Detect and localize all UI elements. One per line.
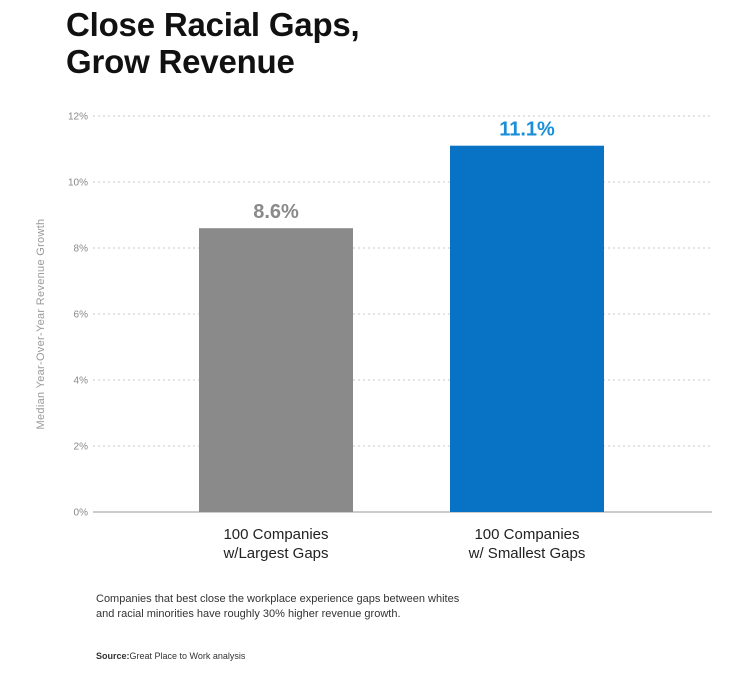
- data-label: 8.6%: [253, 201, 299, 223]
- data-label: 11.1%: [499, 119, 555, 141]
- chart-title-line-1: Close Racial Gaps,: [66, 6, 360, 43]
- chart-title: Close Racial Gaps, Grow Revenue: [66, 6, 360, 80]
- y-tick-label: 0%: [74, 508, 89, 519]
- y-tick-label: 4%: [74, 376, 89, 387]
- bar-chart: 0% 2% 4% 6% 8% 10% 12% Median Year-Over-Year Re…: [35, 112, 712, 562]
- y-tick-label: 8%: [74, 244, 89, 255]
- y-tick-label: 2%: [74, 442, 89, 453]
- y-tick-label: 10%: [68, 178, 88, 189]
- category-label: 100 Companies: [474, 526, 579, 543]
- source-note: Source:Great Place to Work analysis: [96, 651, 245, 661]
- y-tick-label: 6%: [74, 310, 89, 321]
- bar: [199, 228, 353, 512]
- source-label: Source:: [96, 651, 130, 661]
- chart-title-line-2: Grow Revenue: [66, 43, 295, 80]
- source-text: Great Place to Work analysis: [129, 651, 246, 661]
- caption-line-2: and racial minorities have roughly 30% h…: [96, 608, 401, 620]
- category-label: 100 Companies: [223, 526, 328, 543]
- caption-line-1: Companies that best close the workplace …: [96, 593, 460, 605]
- category-label: w/Largest Gaps: [222, 545, 328, 562]
- bar: [450, 145, 604, 512]
- y-axis-title: Median Year-Over-Year Revenue Growth: [35, 219, 47, 430]
- chart-caption: Companies that best close the workplace …: [96, 592, 566, 622]
- category-label: w/ Smallest Gaps: [468, 545, 586, 562]
- y-tick-label: 12%: [68, 112, 88, 123]
